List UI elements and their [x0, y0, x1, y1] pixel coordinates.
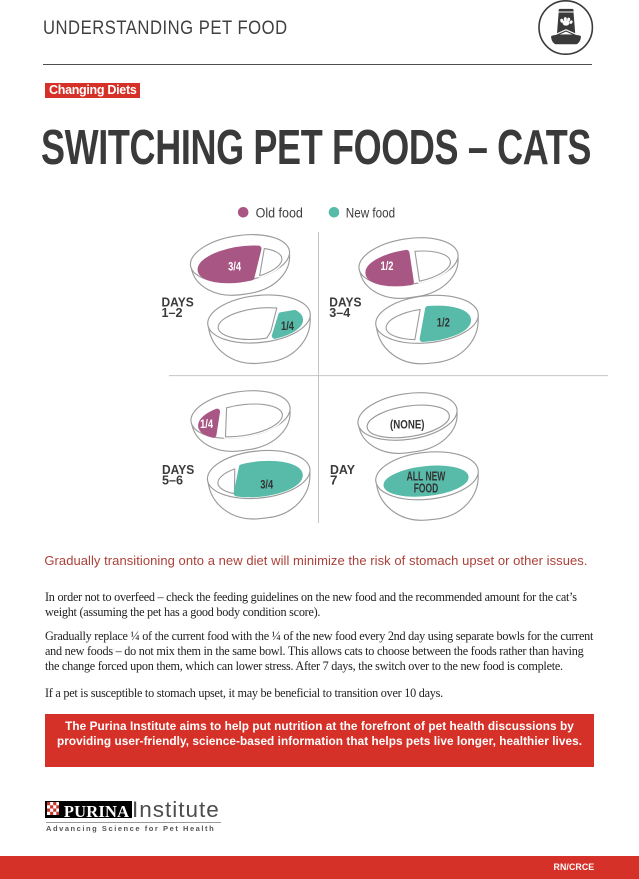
svg-text:(NONE): (NONE) [390, 417, 425, 431]
svg-text:DAY: DAY [330, 462, 355, 477]
svg-text:1/4: 1/4 [281, 320, 294, 333]
svg-text:3/4: 3/4 [260, 479, 273, 492]
svg-text:DAYS: DAYS [162, 295, 194, 310]
svg-text:3–4: 3–4 [329, 305, 351, 320]
svg-text:DAYS: DAYS [162, 462, 194, 477]
svg-text:Old food: Old food [256, 205, 303, 220]
svg-text:1/4: 1/4 [200, 418, 213, 431]
svg-text:FOOD: FOOD [414, 480, 439, 495]
svg-text:1–2: 1–2 [162, 305, 183, 320]
svg-text:3/4: 3/4 [228, 261, 241, 274]
svg-text:7: 7 [330, 473, 338, 488]
svg-text:New food: New food [346, 205, 395, 220]
svg-text:DAYS: DAYS [329, 295, 361, 310]
svg-text:1/2: 1/2 [381, 260, 394, 273]
svg-text:ALL NEW: ALL NEW [407, 469, 446, 484]
svg-text:1/2: 1/2 [437, 317, 450, 330]
svg-text:5–6: 5–6 [162, 473, 183, 488]
